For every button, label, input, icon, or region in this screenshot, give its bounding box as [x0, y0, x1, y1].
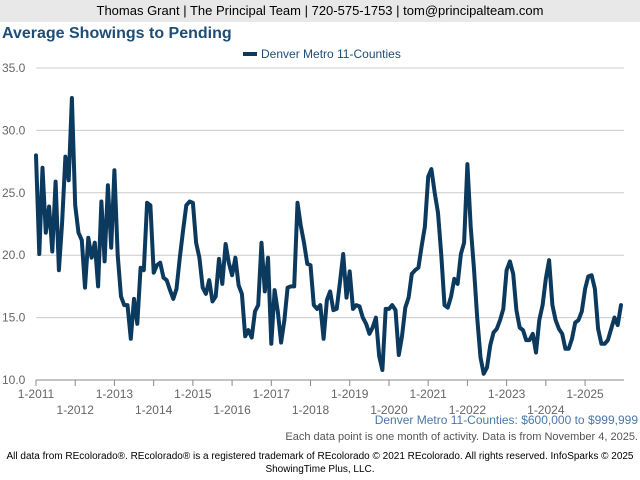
series-line-denver-metro	[34, 96, 623, 376]
legend: Denver Metro 11-Counties	[243, 47, 401, 61]
x-tick-label: 1-2022	[449, 403, 487, 417]
x-tick-label: 1-2020	[370, 403, 408, 417]
x-tick-label: 1-2018	[292, 403, 330, 417]
grid-lines	[36, 67, 624, 319]
y-tick-label: 15.0	[2, 311, 26, 325]
x-tick-label: 1-2019	[331, 387, 369, 401]
x-tick-label: 1-2016	[213, 403, 251, 417]
y-tick-label: 20.0	[2, 248, 26, 262]
y-tick-label: 10.0	[2, 373, 26, 387]
footer-line-2: ShowingTime Plus, LLC.	[265, 464, 375, 475]
x-tick-label: 1-2015	[174, 387, 212, 401]
y-tick-label: 30.0	[2, 123, 26, 137]
x-tick-label: 1-2012	[57, 403, 95, 417]
chart-area: 10.015.020.025.030.035.0 1-20111-20121-2…	[2, 47, 624, 417]
x-axis-ticks: 1-20111-20121-20131-20141-20151-20161-20…	[18, 380, 604, 417]
chart-title: Average Showings to Pending	[2, 25, 232, 42]
x-tick-label: 1-2024	[527, 403, 565, 417]
y-axis-ticks: 10.0 15.0 20.0 25.0 30.0 35.0	[2, 61, 26, 387]
legend-label: Denver Metro 11-Counties	[261, 47, 401, 61]
footer-line-1: All data from REcolorado®. REcolorado® i…	[6, 451, 634, 462]
contact-header: Thomas Grant | The Principal Team | 720-…	[0, 0, 640, 22]
y-tick-label: 35.0	[2, 61, 26, 75]
footer: All data from REcolorado®. REcolorado® i…	[0, 450, 640, 476]
x-tick-label: 1-2014	[135, 403, 173, 417]
x-tick-label: 1-2017	[253, 387, 291, 401]
x-tick-label: 1-2021	[409, 387, 447, 401]
x-tick-label: 1-2011	[18, 387, 55, 401]
x-tick-label: 1-2023	[488, 387, 526, 401]
chart-subtitle: Denver Metro 11-Counties: $600,000 to $9…	[374, 413, 638, 427]
y-tick-label: 25.0	[2, 186, 26, 200]
data-note: Each data point is one month of activity…	[285, 431, 638, 443]
x-tick-label: 1-2025	[566, 387, 604, 401]
x-tick-label: 1-2013	[96, 387, 134, 401]
